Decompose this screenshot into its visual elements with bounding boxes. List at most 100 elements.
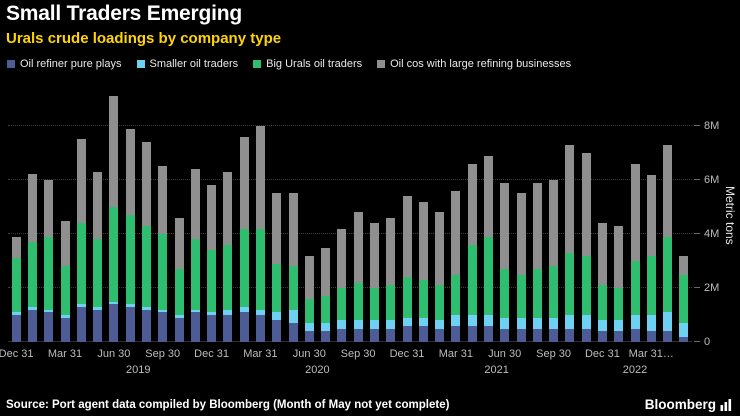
bar-segment (158, 233, 168, 310)
legend-item-1: Oil refiner pure plays (7, 58, 122, 70)
bar-segment (304, 298, 314, 324)
y-tick-label: 6M (694, 174, 719, 186)
bloomberg-logo: Bloomberg (645, 397, 732, 412)
bar-segment (239, 228, 249, 307)
x-tick-label: Jun 30 (97, 348, 131, 360)
bar-segment (467, 325, 477, 342)
bar-segment (646, 331, 656, 342)
bar-dec-2020 (402, 196, 412, 342)
year-label-2020: 2020 (305, 364, 330, 376)
legend-swatch (136, 60, 145, 68)
bar-segment (125, 304, 135, 307)
plot-area (8, 88, 692, 342)
bar-segment (207, 315, 217, 342)
bar-segment (60, 315, 70, 318)
y-tick-label: 4M (694, 228, 719, 240)
bar-segment (255, 125, 265, 229)
bar-segment (93, 309, 103, 342)
bar-segment (321, 323, 331, 332)
bar-segment (630, 163, 640, 261)
bar-may-2019 (93, 171, 103, 342)
legend-item-4: Oil cos with large refining businesses (377, 58, 571, 70)
bar-segment (239, 306, 249, 313)
x-tick-label: Dec 31 (194, 348, 230, 360)
bar-segment (369, 223, 379, 289)
bar-segment (93, 306, 103, 310)
bar-apr-2021 (467, 163, 477, 342)
legend: Oil refiner pure plays Smaller oil trader… (7, 58, 571, 70)
bar-segment (11, 236, 21, 259)
bar-aug-2019 (141, 142, 151, 342)
bar-mar-2021 (451, 190, 461, 342)
bar-segment (451, 274, 461, 316)
bar-aug-2020 (337, 228, 347, 342)
bar-segment (288, 193, 298, 267)
bar-segment (304, 255, 314, 299)
bar-segment (549, 317, 559, 329)
bar-mar-2022 (646, 174, 656, 342)
bar-segment (76, 304, 86, 307)
bar-segment (174, 315, 184, 318)
x-tick-label: Mar 31… (628, 348, 674, 360)
bloomberg-logo-text: Bloomberg (644, 397, 716, 412)
bar-segment (646, 255, 656, 316)
bar-segment (516, 274, 526, 318)
bar-segment (516, 193, 526, 275)
bar-oct-2021 (565, 144, 575, 342)
bar-segment (597, 223, 607, 286)
bar-segment (532, 317, 542, 329)
bar-segment (565, 252, 575, 315)
bar-segment (516, 317, 526, 329)
bar-may-2020 (288, 193, 298, 342)
bar-segment (60, 266, 70, 316)
bar-segment (288, 323, 298, 342)
chart-subtitle: Urals crude loadings by company type (6, 30, 282, 47)
bar-segment (386, 285, 396, 321)
bar-segment (223, 315, 233, 342)
bar-segment (467, 244, 477, 316)
bar-segment (483, 315, 493, 326)
bar-segment (565, 328, 575, 342)
bar-segment (435, 285, 445, 321)
bar-segment (44, 236, 54, 310)
bar-segment (223, 244, 233, 310)
bar-segment (272, 263, 282, 313)
bar-segment (483, 236, 493, 316)
bar-segment (223, 309, 233, 315)
bar-feb-2020 (239, 136, 249, 342)
bar-segment (255, 228, 265, 310)
bar-segment (500, 182, 510, 270)
x-tick-label: Mar 31 (438, 348, 474, 360)
bar-segment (467, 163, 477, 245)
bar-segment (190, 312, 200, 342)
bar-segment (386, 320, 396, 329)
bar-segment (272, 193, 282, 264)
bar-segment (581, 315, 591, 329)
bar-segment (467, 315, 477, 326)
source-text: Source: Port agent data compiled by Bloo… (6, 399, 450, 411)
bar-segment (174, 269, 184, 316)
x-tick-label: Jun 30 (488, 348, 522, 360)
bar-jan-2021 (418, 201, 428, 342)
bar-segment (125, 306, 135, 342)
bar-segment (174, 217, 184, 270)
bar-segment (614, 288, 624, 321)
bar-jan-2019 (27, 174, 37, 342)
bar-segment (435, 328, 445, 342)
x-tick-label: Sep 30 (340, 348, 376, 360)
bar-jan-2020 (223, 171, 233, 342)
x-tick-label: Dec 31 (389, 348, 425, 360)
bar-segment (11, 312, 21, 315)
bar-segment (418, 279, 428, 318)
bar-apr-2020 (272, 193, 282, 342)
bar-segment (60, 220, 70, 267)
bar-segment (223, 171, 233, 245)
x-tick-label: Mar 31 (47, 348, 83, 360)
bar-segment (239, 312, 249, 342)
bar-aug-2021 (532, 182, 542, 342)
bar-jun-2021 (500, 182, 510, 342)
bar-segment (581, 255, 591, 315)
bar-segment (597, 320, 607, 332)
bar-segment (532, 328, 542, 342)
bar-segment (402, 196, 412, 278)
